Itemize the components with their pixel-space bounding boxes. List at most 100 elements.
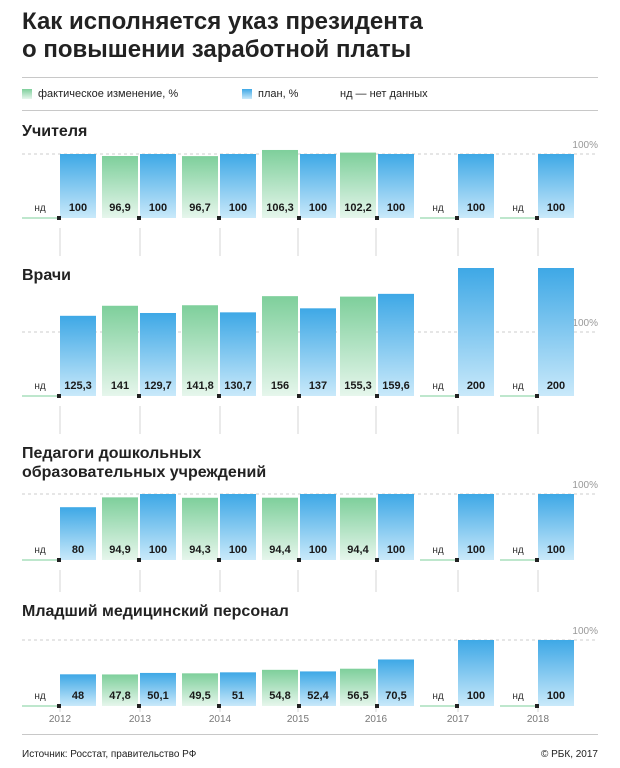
bar-fact: [262, 669, 298, 706]
bar-fact: [340, 668, 376, 706]
baseline-marker: [217, 216, 221, 220]
panel-title: Младший медицинский персонал: [22, 603, 289, 620]
bar-plan: [60, 315, 96, 396]
page-title: Как исполняется указ президента о повыше…: [22, 8, 612, 64]
reference-label: 100%: [572, 318, 598, 329]
baseline-marker: [455, 216, 459, 220]
baseline-marker: [375, 558, 379, 562]
bar-label-plan: 100: [387, 202, 405, 214]
bar-label-plan: 80: [72, 544, 84, 556]
bar-label-fact: 94,4: [269, 544, 291, 556]
bar-label-plan: 50,1: [147, 690, 168, 702]
baseline-marker: [57, 704, 61, 708]
bar-plan: [458, 154, 494, 218]
baseline-marker: [217, 704, 221, 708]
bar-label-fact: 155,3: [344, 380, 372, 392]
bar-label-plan: 100: [229, 202, 247, 214]
bar-label-fact: 94,4: [347, 544, 369, 556]
bar-fact: [340, 296, 376, 396]
bar-label-plan: 70,5: [385, 690, 406, 702]
nd-label: нд: [512, 203, 524, 214]
nd-label: нд: [34, 203, 46, 214]
nd-label: нд: [432, 545, 444, 556]
bar-label-plan: 130,7: [224, 380, 252, 392]
bar-plan: [538, 494, 574, 560]
baseline-marker: [455, 558, 459, 562]
bar-fact: [182, 497, 218, 560]
legend-divider: [22, 110, 598, 111]
bar-plan: [538, 268, 574, 396]
baseline-marker: [137, 704, 141, 708]
baseline-marker: [535, 704, 539, 708]
bar-plan: [300, 308, 336, 396]
bar-label-fact: 102,2: [344, 202, 372, 214]
bar-label-plan: 100: [547, 690, 565, 702]
bar-fact: [182, 673, 218, 706]
baseline-marker: [535, 558, 539, 562]
bar-fact: [102, 674, 138, 706]
bar-fact: [102, 155, 138, 218]
bar-plan: [140, 672, 176, 706]
title-line-2: о повышении заработной платы: [22, 36, 412, 63]
panel-title: образовательных учреждений: [22, 464, 266, 481]
panel-title: Врачи: [22, 267, 71, 284]
bar-fact: [262, 149, 298, 218]
bar-fact: [262, 296, 298, 396]
bar-fact: [340, 152, 376, 218]
footer-divider: [22, 734, 598, 735]
bar-plan: [220, 154, 256, 218]
bar-plan: [300, 494, 336, 560]
bar-label-fact: 47,8: [109, 690, 130, 702]
legend-item-plan: план, %: [242, 88, 298, 100]
bar-label-plan: 137: [309, 380, 327, 392]
bar-plan: [220, 494, 256, 560]
bar-plan: [378, 154, 414, 218]
baseline-marker: [57, 216, 61, 220]
bar-label-fact: 94,3: [189, 544, 210, 556]
bar-label-plan: 100: [309, 544, 327, 556]
bar-plan: [378, 293, 414, 396]
baseline-marker: [375, 216, 379, 220]
baseline-marker: [137, 394, 141, 398]
legend-label-fact: фактическое изменение, %: [38, 88, 179, 100]
bar-label-plan: 125,3: [64, 380, 92, 392]
legend-label-plan: план, %: [258, 88, 299, 100]
nd-label: нд: [34, 691, 46, 702]
baseline-marker: [455, 704, 459, 708]
panel-title: Учителя: [22, 123, 87, 140]
bar-label-fact: 156: [271, 380, 289, 392]
nd-label: нд: [512, 545, 524, 556]
bar-label-plan: 48: [72, 690, 84, 702]
bar-label-fact: 54,8: [269, 690, 290, 702]
bar-label-fact: 56,5: [347, 690, 368, 702]
bar-label-plan: 100: [467, 202, 485, 214]
baseline-marker: [57, 394, 61, 398]
bar-label-plan: 100: [309, 202, 327, 214]
bar-label-plan: 100: [149, 202, 167, 214]
legend-label-nd: нд — нет данных: [340, 88, 428, 100]
nd-label: нд: [512, 381, 524, 392]
reference-label: 100%: [572, 140, 598, 151]
bar-plan: [458, 494, 494, 560]
baseline-marker: [57, 558, 61, 562]
year-tick-label: 2012: [49, 714, 72, 725]
nd-label: нд: [34, 545, 46, 556]
baseline-marker: [455, 394, 459, 398]
legend-item-fact: фактическое изменение, %: [22, 88, 178, 100]
bar-fact: [182, 156, 218, 218]
baseline-marker: [297, 704, 301, 708]
bar-label-plan: 100: [229, 544, 247, 556]
bar-label-plan: 100: [69, 202, 87, 214]
bar-plan: [300, 671, 336, 706]
bar-label-fact: 141,8: [186, 380, 214, 392]
nd-label: нд: [512, 691, 524, 702]
bar-fact: [182, 305, 218, 396]
bar-plan: [538, 154, 574, 218]
bar-plan: [300, 154, 336, 218]
copyright: © РБК, 2017: [540, 749, 598, 760]
bar-label-plan: 100: [467, 544, 485, 556]
bar-label-plan: 51: [232, 690, 244, 702]
year-tick-label: 2017: [447, 714, 470, 725]
bar-plan: [458, 640, 494, 706]
